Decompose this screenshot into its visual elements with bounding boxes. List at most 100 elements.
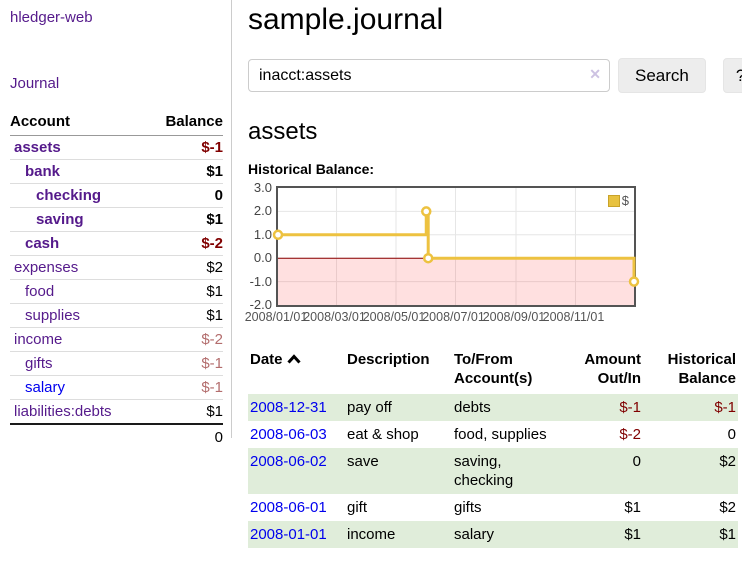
historical-balance-chart: 3.0 2.0 1.0 0.0 -1.0 -2.0 $ 2008/01/01 2008/03…	[244, 180, 740, 326]
account-row: income $-2	[10, 327, 223, 352]
account-balance: $-2	[145, 327, 223, 352]
help-button[interactable]: ?	[722, 58, 742, 93]
chart-plot-area: $	[272, 186, 640, 307]
account-row: gifts $-1	[10, 351, 223, 376]
register-row: 2008-12-31 pay off debts $-1 $-1	[248, 394, 738, 421]
register-header-amount: Amount Out/In	[584, 351, 641, 387]
register-row: 2008-06-01 gift gifts $1 $2	[248, 494, 738, 521]
x-tick-label: 2008/07/01	[422, 310, 485, 324]
account-balance: $-1	[145, 351, 223, 376]
account-balance: $1	[145, 159, 223, 184]
register-balance: $-1	[714, 399, 736, 416]
register-amount: $1	[624, 526, 641, 543]
account-balance: 0	[145, 183, 223, 208]
x-tick-label: 2008/05/01	[362, 310, 426, 324]
register-balance: $1	[719, 526, 736, 543]
account-balance: $-1	[145, 375, 223, 400]
page-title: sample.journal	[248, 3, 444, 36]
register-row: 2008-06-03 eat & shop food, supplies $-2 0	[248, 421, 738, 448]
main-content: sample.journal ✕ Search ? assets Histori…	[244, 0, 742, 548]
y-tick-label: -1.0	[249, 273, 272, 289]
chart-y-axis: 3.0 2.0 1.0 0.0 -1.0 -2.0	[248, 180, 272, 312]
register-balance: 0	[727, 426, 736, 443]
account-balance: $-2	[145, 231, 223, 256]
register-amount: $-1	[619, 399, 641, 416]
register-date-link[interactable]: 2008-06-01	[250, 499, 327, 516]
account-heading: assets	[248, 118, 318, 145]
legend-color-swatch	[607, 194, 620, 207]
register-accounts: gifts	[454, 499, 482, 516]
register-row: 2008-01-01 income salary $1 $1	[248, 521, 738, 548]
register-description: income	[347, 526, 396, 543]
chart-title: Historical Balance:	[248, 161, 375, 177]
account-row: bank $1	[10, 159, 223, 184]
account-balance: $-1	[201, 139, 223, 156]
chart-canvas	[272, 188, 640, 305]
register-header-to-from: To/From Account(s)	[454, 351, 533, 387]
account-balance: $2	[145, 255, 223, 280]
register-accounts: food, supplies	[454, 426, 547, 443]
account-row: food $1	[10, 279, 223, 304]
register-header-description: Description	[347, 351, 430, 368]
y-tick-label: 3.0	[253, 180, 272, 195]
account-link-assets[interactable]: assets	[14, 139, 61, 156]
accounts-total-value: 0	[145, 423, 223, 450]
register-header-date[interactable]: Date	[248, 348, 345, 394]
register-balance: $2	[719, 453, 736, 470]
register-table: Date Description To/From Account(s) Amount Ou…	[248, 348, 738, 548]
account-row: checking 0	[10, 183, 223, 208]
register-description: eat & shop	[347, 426, 419, 443]
register-accounts: saving, checking	[454, 453, 514, 489]
account-link-bank[interactable]: bank	[25, 163, 61, 180]
y-tick-label: 2.0	[253, 203, 272, 219]
account-balance: $1	[145, 279, 223, 304]
search-input[interactable]	[248, 59, 610, 92]
account-link-gifts[interactable]: gifts	[25, 355, 53, 372]
journal-link[interactable]: Journal	[10, 75, 60, 92]
x-tick-label: 2008/09/01	[482, 310, 546, 324]
register-description: save	[347, 453, 379, 470]
register-date-link[interactable]: 2008-01-01	[250, 526, 327, 543]
register-date-link[interactable]: 2008-06-02	[250, 453, 327, 470]
accounts-total-row: 0	[10, 423, 223, 450]
register-date-link[interactable]: 2008-12-31	[250, 399, 327, 416]
search-form: ✕ Search ?	[248, 58, 742, 93]
app-title-link[interactable]: hledger-web	[10, 9, 93, 26]
account-balance: $1	[145, 399, 223, 424]
legend-label: $	[621, 193, 629, 208]
accounts-balance-table: Account Balance assets $-1 bank $1 checking 0…	[10, 113, 223, 450]
account-row: expenses $2	[10, 255, 223, 280]
account-link-salary[interactable]: salary	[25, 379, 66, 396]
search-button[interactable]: Search	[618, 58, 706, 93]
account-row: salary $-1	[10, 375, 223, 400]
account-row: assets $-1	[10, 136, 223, 160]
account-link-liabilities-debts[interactable]: liabilities:debts	[14, 403, 112, 420]
register-balance: $2	[719, 499, 736, 516]
register-amount: $1	[624, 499, 641, 516]
accounts-header-balance: Balance	[145, 113, 223, 136]
y-tick-label: 1.0	[253, 226, 272, 242]
account-link-supplies[interactable]: supplies	[25, 307, 81, 324]
account-balance: $1	[145, 207, 223, 232]
account-link-checking[interactable]: checking	[36, 187, 102, 204]
register-accounts: debts	[454, 399, 491, 416]
account-row: liabilities:debts $1	[10, 399, 223, 424]
account-row: saving $1	[10, 207, 223, 232]
x-tick-label: 2008/01/01	[244, 310, 308, 324]
register-row: 2008-06-02 save saving, checking 0 $2	[248, 448, 738, 494]
register-date-link[interactable]: 2008-06-03	[250, 426, 327, 443]
account-link-cash[interactable]: cash	[25, 235, 60, 252]
account-row: cash $-2	[10, 231, 223, 256]
account-link-food[interactable]: food	[25, 283, 55, 300]
account-link-income[interactable]: income	[14, 331, 63, 348]
sidebar: hledger-web Journal Account Balance asse…	[0, 0, 232, 450]
account-row: supplies $1	[10, 303, 223, 328]
account-link-saving[interactable]: saving	[36, 211, 84, 228]
clear-search-icon[interactable]: ✕	[589, 66, 601, 82]
account-link-expenses[interactable]: expenses	[14, 259, 79, 276]
x-tick-label: 2008/03/01	[303, 310, 366, 324]
register-accounts: salary	[454, 526, 495, 543]
register-amount: $-2	[619, 426, 641, 443]
chart-legend: $	[607, 193, 629, 208]
sort-ascending-icon	[286, 354, 301, 364]
